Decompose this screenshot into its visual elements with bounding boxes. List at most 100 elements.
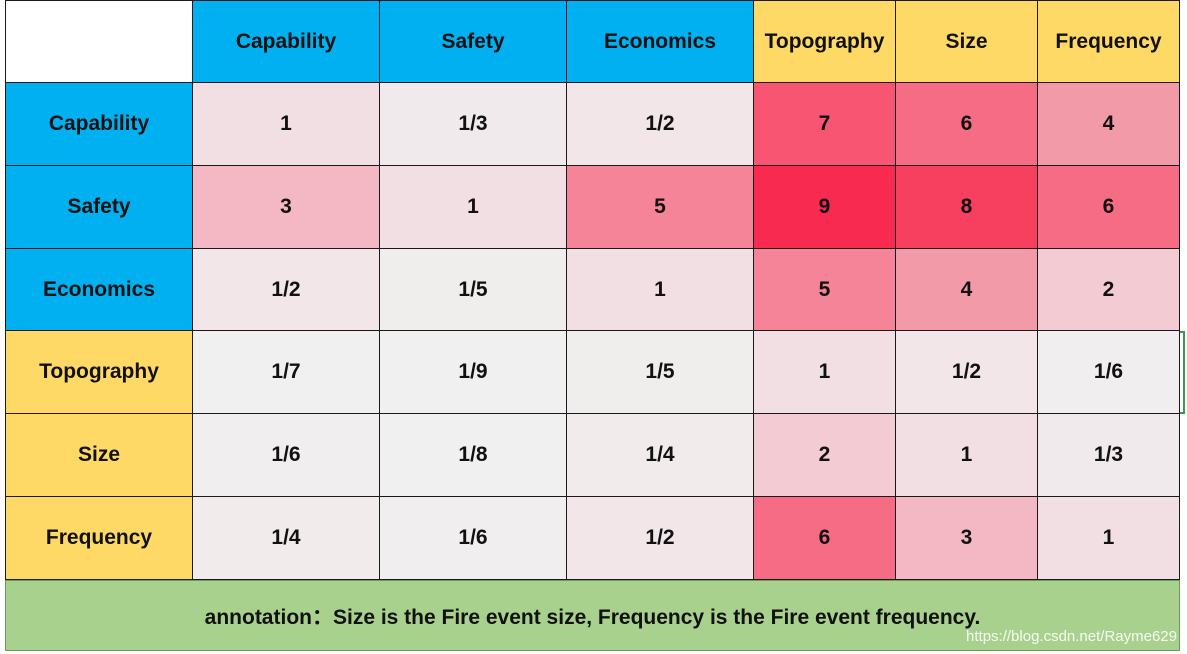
matrix-cell[interactable]: 1 xyxy=(567,249,754,331)
matrix-cell-value: 1/6 xyxy=(1093,360,1124,383)
row-header-frequency[interactable]: Frequency xyxy=(5,497,193,580)
matrix-cell-value: 4 xyxy=(1102,112,1115,135)
matrix-cell[interactable]: 1/8 xyxy=(380,414,567,497)
matrix-cell-value: 9 xyxy=(818,195,831,218)
matrix-cell-value: 1/5 xyxy=(458,277,488,301)
matrix-cell[interactable]: 4 xyxy=(896,249,1038,331)
matrix-cell-value: 7 xyxy=(818,112,831,135)
row-header-size[interactable]: Size xyxy=(5,414,193,497)
matrix-cell-value: 2 xyxy=(818,443,831,466)
matrix-cell[interactable]: 1/3 xyxy=(1038,414,1180,497)
matrix-cell[interactable]: 2 xyxy=(1038,249,1180,331)
matrix-cell[interactable]: 1/6 xyxy=(380,497,567,580)
matrix-cell-value: 1/3 xyxy=(1093,443,1124,466)
matrix-cell[interactable]: 4 xyxy=(1038,83,1180,166)
row-header-economics[interactable]: Economics xyxy=(5,249,193,331)
matrix-cell[interactable]: 1/5 xyxy=(380,249,567,331)
matrix-cell[interactable]: 1 xyxy=(896,414,1038,497)
matrix-cell[interactable]: 6 xyxy=(896,83,1038,166)
column-header-label: Economics xyxy=(603,29,717,53)
matrix-cell[interactable]: 1/6 xyxy=(1038,331,1180,414)
column-header-label: Frequency xyxy=(1055,29,1162,53)
matrix-cell-value: 1/2 xyxy=(951,360,982,383)
matrix-cell-value: 6 xyxy=(1102,195,1115,218)
column-header-safety[interactable]: Safety xyxy=(380,0,567,83)
matrix-cell-value: 1 xyxy=(654,277,666,301)
matrix-cell-value: 6 xyxy=(818,526,831,549)
matrix-cell-value: 1 xyxy=(960,443,973,466)
matrix-cell-value: 5 xyxy=(654,195,666,218)
matrix-cell[interactable]: 7 xyxy=(754,83,896,166)
matrix-cell[interactable]: 3 xyxy=(193,166,380,249)
matrix-cell[interactable]: 1/2 xyxy=(896,331,1038,414)
column-header-topography[interactable]: Topography xyxy=(754,0,896,83)
matrix-cell-value: 1/6 xyxy=(271,443,301,466)
matrix-cell-value: 1 xyxy=(467,195,479,218)
matrix-cell[interactable]: 2 xyxy=(754,414,896,497)
column-header-frequency[interactable]: Frequency xyxy=(1038,0,1180,83)
matrix-cell[interactable]: 1/4 xyxy=(567,414,754,497)
matrix-cell[interactable]: 1 xyxy=(1038,497,1180,580)
matrix-cell[interactable]: 5 xyxy=(567,166,754,249)
matrix-cell-value: 1/2 xyxy=(271,277,301,301)
column-header-label: Capability xyxy=(235,29,337,53)
matrix-cell[interactable]: 3 xyxy=(896,497,1038,580)
matrix-cell-value: 1/3 xyxy=(458,112,488,135)
matrix-cell[interactable]: 1 xyxy=(380,166,567,249)
matrix-cell[interactable]: 5 xyxy=(754,249,896,331)
row-header-label: Frequency xyxy=(45,526,153,549)
column-header-capability[interactable]: Capability xyxy=(193,0,380,83)
matrix-cell-value: 1/5 xyxy=(645,360,675,383)
matrix-cell-value: 1/8 xyxy=(458,443,488,466)
matrix-cell-value: 6 xyxy=(960,112,973,135)
spreadsheet-grid: annotation：Size is the Fire event size, … xyxy=(5,0,1180,654)
matrix-cell-value: 4 xyxy=(960,277,973,301)
matrix-cell[interactable]: 1 xyxy=(193,83,380,166)
annotation-cell[interactable]: annotation：Size is the Fire event size, … xyxy=(5,580,1180,651)
matrix-cell-value: 1 xyxy=(280,112,292,135)
column-header-label: Safety xyxy=(441,29,505,53)
row-header-label: Capability xyxy=(48,112,150,135)
matrix-cell-value: 1 xyxy=(1102,526,1115,549)
matrix-cell[interactable]: 1/7 xyxy=(193,331,380,414)
matrix-cell[interactable]: 1/5 xyxy=(567,331,754,414)
row-header-safety[interactable]: Safety xyxy=(5,166,193,249)
matrix-cell[interactable]: 8 xyxy=(896,166,1038,249)
matrix-cell[interactable]: 1/2 xyxy=(567,83,754,166)
matrix-cell-value: 3 xyxy=(280,195,292,218)
matrix-cell[interactable]: 1/3 xyxy=(380,83,567,166)
matrix-cell-value: 1/7 xyxy=(271,360,301,383)
matrix-cell[interactable]: 1/4 xyxy=(193,497,380,580)
matrix-cell-value: 8 xyxy=(960,195,973,218)
matrix-cell-value: 1 xyxy=(818,360,831,383)
matrix-cell-value: 1/2 xyxy=(645,526,675,549)
row-header-topography[interactable]: Topography xyxy=(5,331,193,414)
column-header-label: Topography xyxy=(764,29,885,53)
matrix-cell[interactable]: 1/2 xyxy=(193,249,380,331)
matrix-cell[interactable]: 1/9 xyxy=(380,331,567,414)
matrix-cell[interactable]: 6 xyxy=(754,497,896,580)
corner-cell[interactable] xyxy=(5,0,193,83)
matrix-cell-value: 1/6 xyxy=(458,526,488,549)
row-header-label: Economics xyxy=(42,277,156,301)
row-header-label: Size xyxy=(77,443,121,466)
matrix-cell-value: 1/4 xyxy=(271,526,301,549)
watermark: https://blog.csdn.net/Rayme629 xyxy=(966,628,1177,645)
row-header-capability[interactable]: Capability xyxy=(5,83,193,166)
row-header-label: Topography xyxy=(39,360,159,383)
matrix-cell[interactable]: 1/2 xyxy=(567,497,754,580)
matrix-cell[interactable]: 1 xyxy=(754,331,896,414)
column-header-size[interactable]: Size xyxy=(896,0,1038,83)
matrix-cell-value: 1/2 xyxy=(645,112,675,135)
matrix-cell-value: 5 xyxy=(818,277,831,301)
matrix-cell-value: 1/4 xyxy=(645,443,675,466)
row-header-label: Safety xyxy=(67,195,131,218)
matrix-cell[interactable]: 1/6 xyxy=(193,414,380,497)
matrix-cell[interactable]: 9 xyxy=(754,166,896,249)
selection-indicator xyxy=(1180,331,1185,414)
column-header-economics[interactable]: Economics xyxy=(567,0,754,83)
matrix-cell-value: 2 xyxy=(1102,277,1115,301)
matrix-cell[interactable]: 6 xyxy=(1038,166,1180,249)
matrix-cell-value: 1/9 xyxy=(458,360,488,383)
annotation-text: annotation：Size is the Fire event size, … xyxy=(204,605,981,629)
